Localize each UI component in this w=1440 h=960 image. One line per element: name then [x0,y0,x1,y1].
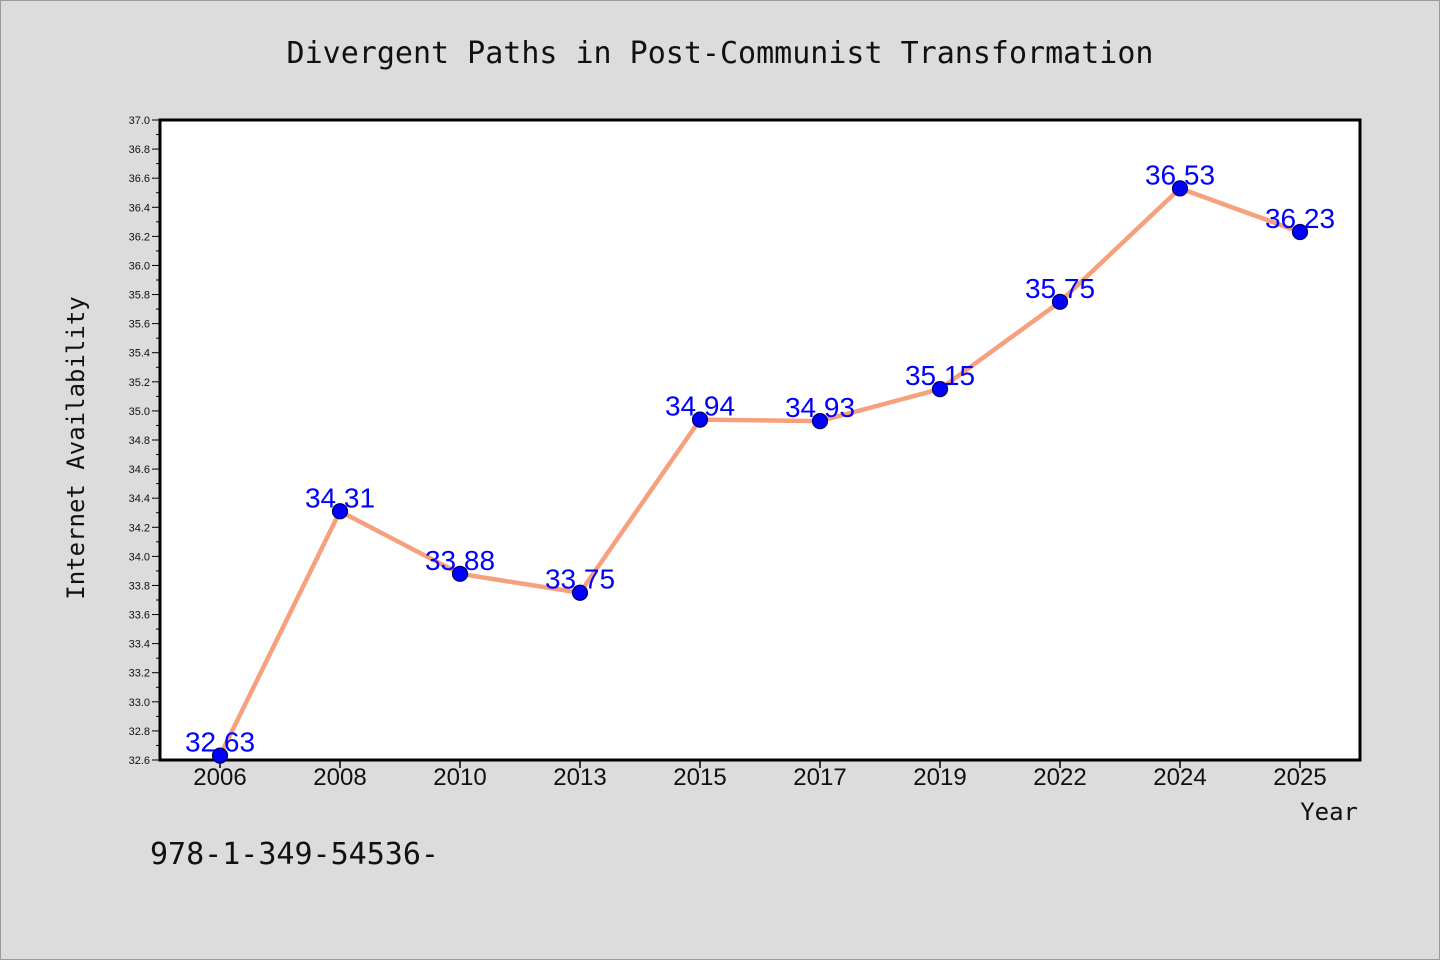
y-tick-label: 34.2 [129,522,150,534]
x-tick-label: 2010 [433,764,486,791]
y-tick-label: 33.4 [129,639,150,651]
data-label: 34.31 [305,482,375,513]
data-point [211,747,229,764]
data-point [331,503,349,520]
x-tick-label: 2017 [793,764,846,791]
x-tick-label: 2024 [1153,764,1206,791]
x-tick-label: 2008 [313,764,366,791]
data-label: 33.75 [545,564,615,595]
x-tick-label: 2006 [193,764,246,791]
y-tick-label: 33.2 [129,668,150,680]
y-tick-label: 35.0 [129,406,150,418]
chart-title: Divergent Paths in Post-Communist Transf… [287,36,1154,71]
y-tick-label: 35.4 [129,348,150,360]
y-axis-title: Internet Availability [62,296,90,599]
y-tick-label: 32.8 [129,726,150,738]
data-label: 34.93 [785,392,855,423]
y-axis: 32.6 32.8 33.0 33.2 33.4 33.6 33.8 34.0 34.2 34.4… [129,115,160,767]
data-point [1291,223,1309,241]
y-tick-label: 33.6 [129,610,150,622]
x-tick-label: 2025 [1273,764,1326,791]
y-tick-label: 33.8 [129,580,150,592]
data-label-layer: 32.63 34.31 33.88 33.75 34.94 34.93 35.15 35.75… [185,159,1335,757]
y-tick-label: 35.6 [129,319,150,331]
data-label: 36.53 [1145,159,1215,190]
y-tick-label: 36.0 [129,260,150,272]
data-label: 35.75 [1025,273,1095,304]
y-tick-label: 35.2 [129,377,150,389]
y-tick-label: 36.4 [129,202,150,214]
x-tick-label: 2013 [553,764,606,791]
data-label: 34.94 [665,391,735,422]
plot-area [158,118,1362,762]
x-axis-title: Year [1300,798,1358,826]
y-tick-label: 37.0 [129,115,150,127]
y-tick-label: 35.8 [129,290,150,302]
y-tick-label: 36.6 [129,173,150,185]
x-tick-label: 2015 [673,764,726,791]
series-layer [211,180,1309,764]
y-tick-label: 36.2 [129,231,150,243]
data-point [451,565,469,582]
footer-code: 978-1-349-54536- [150,837,439,872]
y-tick-label: 33.0 [129,697,150,709]
y-tick-label: 32.6 [129,755,150,767]
y-tick-label: 36.8 [129,144,150,156]
x-tick-label: 2019 [913,764,966,791]
data-point [1051,293,1069,310]
x-axis: 2006 2008 2010 2013 2015 2017 2019 2022 2024 2025 [193,760,1327,791]
data-point [691,411,709,428]
data-label: 33.88 [425,545,495,576]
y-tick-label: 34.6 [129,464,150,476]
y-tick-label: 34.4 [129,493,150,505]
data-label: 32.63 [185,727,255,758]
data-label: 36.23 [1265,203,1335,234]
data-point [1171,180,1189,197]
data-point [811,412,829,430]
y-tick-label: 34.8 [129,435,150,447]
y-tick-label: 34.0 [129,551,150,563]
series-line [217,186,1303,758]
x-tick-label: 2022 [1033,764,1086,791]
data-point [931,380,949,398]
data-point [571,584,589,601]
data-label: 35.15 [905,360,975,391]
